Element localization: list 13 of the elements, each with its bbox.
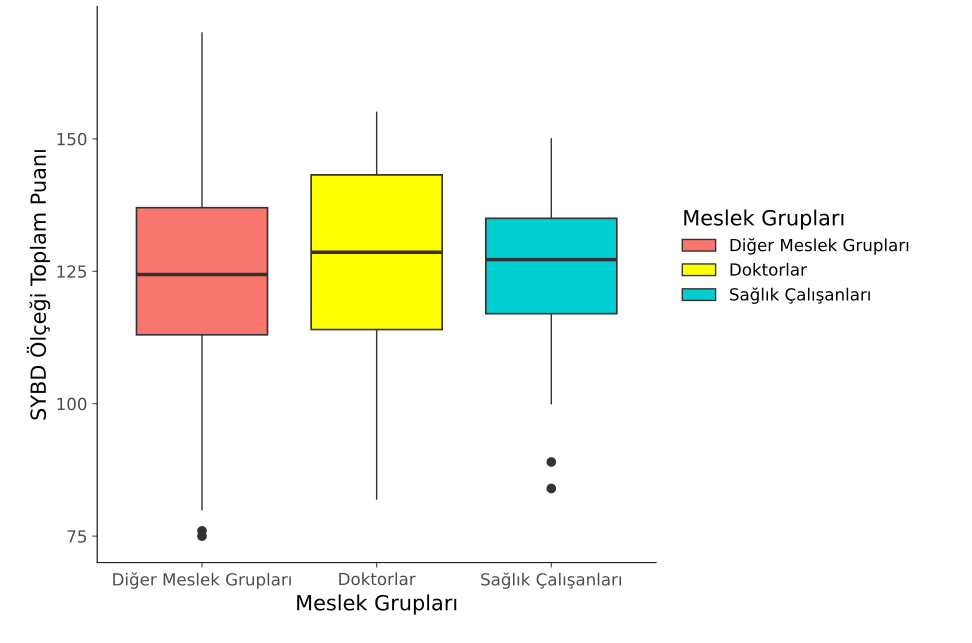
x-tick-label: Diğer Meslek Grupları — [113, 572, 291, 589]
x-tick-label: Sağlık Çalışanları — [481, 572, 621, 589]
legend-title: Meslek Grupları — [684, 210, 844, 230]
legend-label: Doktorlar — [730, 262, 807, 276]
x-axis-title: Meslek Grupları — [297, 594, 456, 615]
y-tick-label: 125 — [57, 265, 86, 278]
y-tick-label: 100 — [57, 398, 86, 410]
y-axis-title: SYBD Ölçeği Toplam Puanı — [26, 150, 50, 420]
y-tick-label: 150 — [57, 132, 86, 146]
legend-label: Diğer Meslek Grupları — [730, 238, 908, 255]
legend-label: Sağlık Çalışanları — [730, 287, 870, 304]
x-tick-label: Doktorlar — [339, 572, 416, 586]
y-tick-label: 75 — [68, 530, 86, 543]
